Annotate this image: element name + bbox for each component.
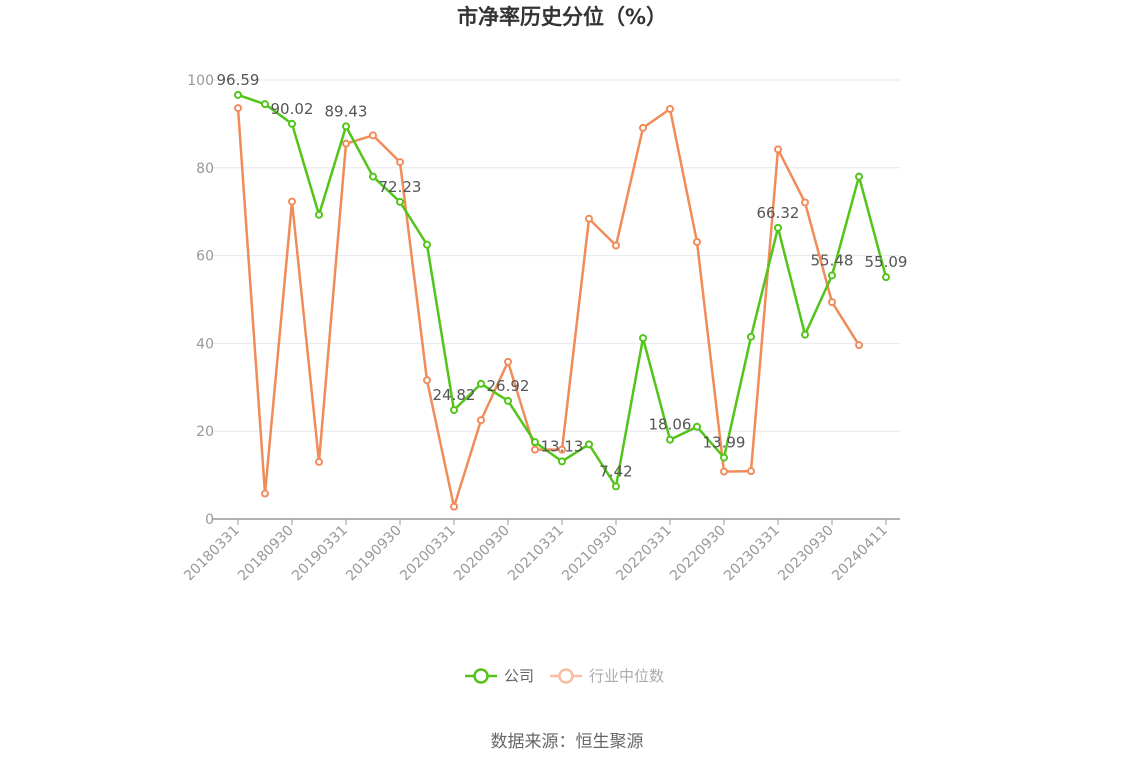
data-point[interactable] [261,489,269,498]
data-point[interactable] [234,104,242,113]
data-label: 7.42 [599,462,632,480]
data-point[interactable] [720,453,728,462]
data-labels: 96.59 90.02 89.43 72.23 24.82 26.92 13.13 7.42 1… [217,71,908,480]
data-point[interactable] [504,396,512,405]
data-label: 66.32 [757,204,800,222]
data-point[interactable] [450,502,458,511]
data-label: 55.09 [865,253,908,271]
data-point[interactable] [396,158,404,167]
data-point[interactable] [558,457,566,466]
y-axis: 0 20 40 60 80 100 [187,73,214,528]
data-point[interactable] [720,467,728,476]
x-tick-label: 20230930 [775,523,837,585]
legend-label: 行业中位数 [589,667,664,685]
data-point[interactable] [342,139,350,148]
legend-marker [473,668,489,684]
data-point[interactable] [774,145,782,154]
data-point[interactable] [612,482,620,491]
data-point[interactable] [828,298,836,307]
data-point[interactable] [261,100,269,109]
y-tick-label: 100 [187,73,214,89]
y-tick-label: 0 [205,512,214,528]
x-tick-label: 20180331 [181,523,243,585]
data-point[interactable] [234,90,242,99]
data-point[interactable] [477,379,485,388]
x-axis: 2018033120180930201903312019093020200331… [181,518,900,585]
data-point[interactable] [423,240,431,249]
x-tick-label: 20190930 [343,523,405,585]
x-tick-label: 20180930 [235,523,297,585]
data-point[interactable] [531,438,539,447]
data-point[interactable] [585,214,593,223]
data-point[interactable] [342,122,350,131]
data-point[interactable] [288,197,296,206]
grid [212,79,900,432]
y-tick-label: 20 [196,424,214,440]
data-point[interactable] [531,445,539,454]
data-point[interactable] [666,104,674,113]
data-point[interactable] [639,334,647,343]
x-tick-label: 20230331 [721,523,783,585]
data-point[interactable] [693,237,701,246]
data-point[interactable] [828,271,836,280]
data-label: 96.59 [217,71,260,89]
chart-title: 市净率历史分位（%） [457,5,667,29]
data-label: 13.99 [703,434,746,452]
data-point[interactable] [774,223,782,232]
data-point[interactable] [396,197,404,206]
x-tick-label: 20210930 [559,523,621,585]
data-point[interactable] [477,416,485,425]
data-point[interactable] [801,330,809,339]
series-line [237,93,888,488]
source-note: 数据来源：恒生聚源 [491,732,644,752]
y-tick-label: 40 [196,336,214,352]
data-point[interactable] [315,457,323,466]
x-tick-label: 20200930 [451,523,513,585]
data-point[interactable] [585,440,593,449]
x-tick-label: 20200331 [397,523,459,585]
y-tick-label: 80 [196,161,214,177]
data-label: 89.43 [325,102,368,120]
data-point[interactable] [639,123,647,132]
x-tick-label: 20190331 [289,523,351,585]
data-label: 26.92 [487,377,530,395]
series-line [236,107,861,508]
data-point[interactable] [882,273,890,282]
x-tick-label: 20210331 [505,523,567,585]
data-point[interactable] [504,357,512,366]
data-point[interactable] [369,172,377,181]
x-tick-label: 20220331 [613,523,675,585]
data-point[interactable] [693,422,701,431]
data-point[interactable] [612,241,620,250]
data-point[interactable] [369,131,377,140]
data-point[interactable] [855,172,863,181]
data-point[interactable] [747,467,755,476]
data-label: 55.48 [811,251,854,269]
legend[interactable]: 公司 行业中位数 [465,667,664,685]
data-point[interactable] [450,406,458,415]
legend-item[interactable]: 行业中位数 [550,667,664,685]
data-point[interactable] [288,119,296,128]
y-tick-label: 60 [196,249,214,265]
data-label: 24.82 [433,386,476,404]
data-label: 72.23 [379,178,422,196]
data-label: 13.13 [541,437,584,455]
data-point[interactable] [747,332,755,341]
legend-marker [558,668,574,684]
data-point[interactable] [666,435,674,444]
data-point[interactable] [423,376,431,385]
data-point[interactable] [855,341,863,350]
data-label: 90.02 [271,100,314,118]
legend-item[interactable]: 公司 [465,667,534,685]
legend-label: 公司 [504,667,534,685]
x-tick-label: 20220930 [667,523,729,585]
data-label: 18.06 [649,416,692,434]
data-point[interactable] [801,198,809,207]
x-tick-label: 20240411 [829,523,891,585]
series-group [234,90,890,511]
data-point[interactable] [315,210,323,219]
data-point[interactable] [558,445,566,454]
